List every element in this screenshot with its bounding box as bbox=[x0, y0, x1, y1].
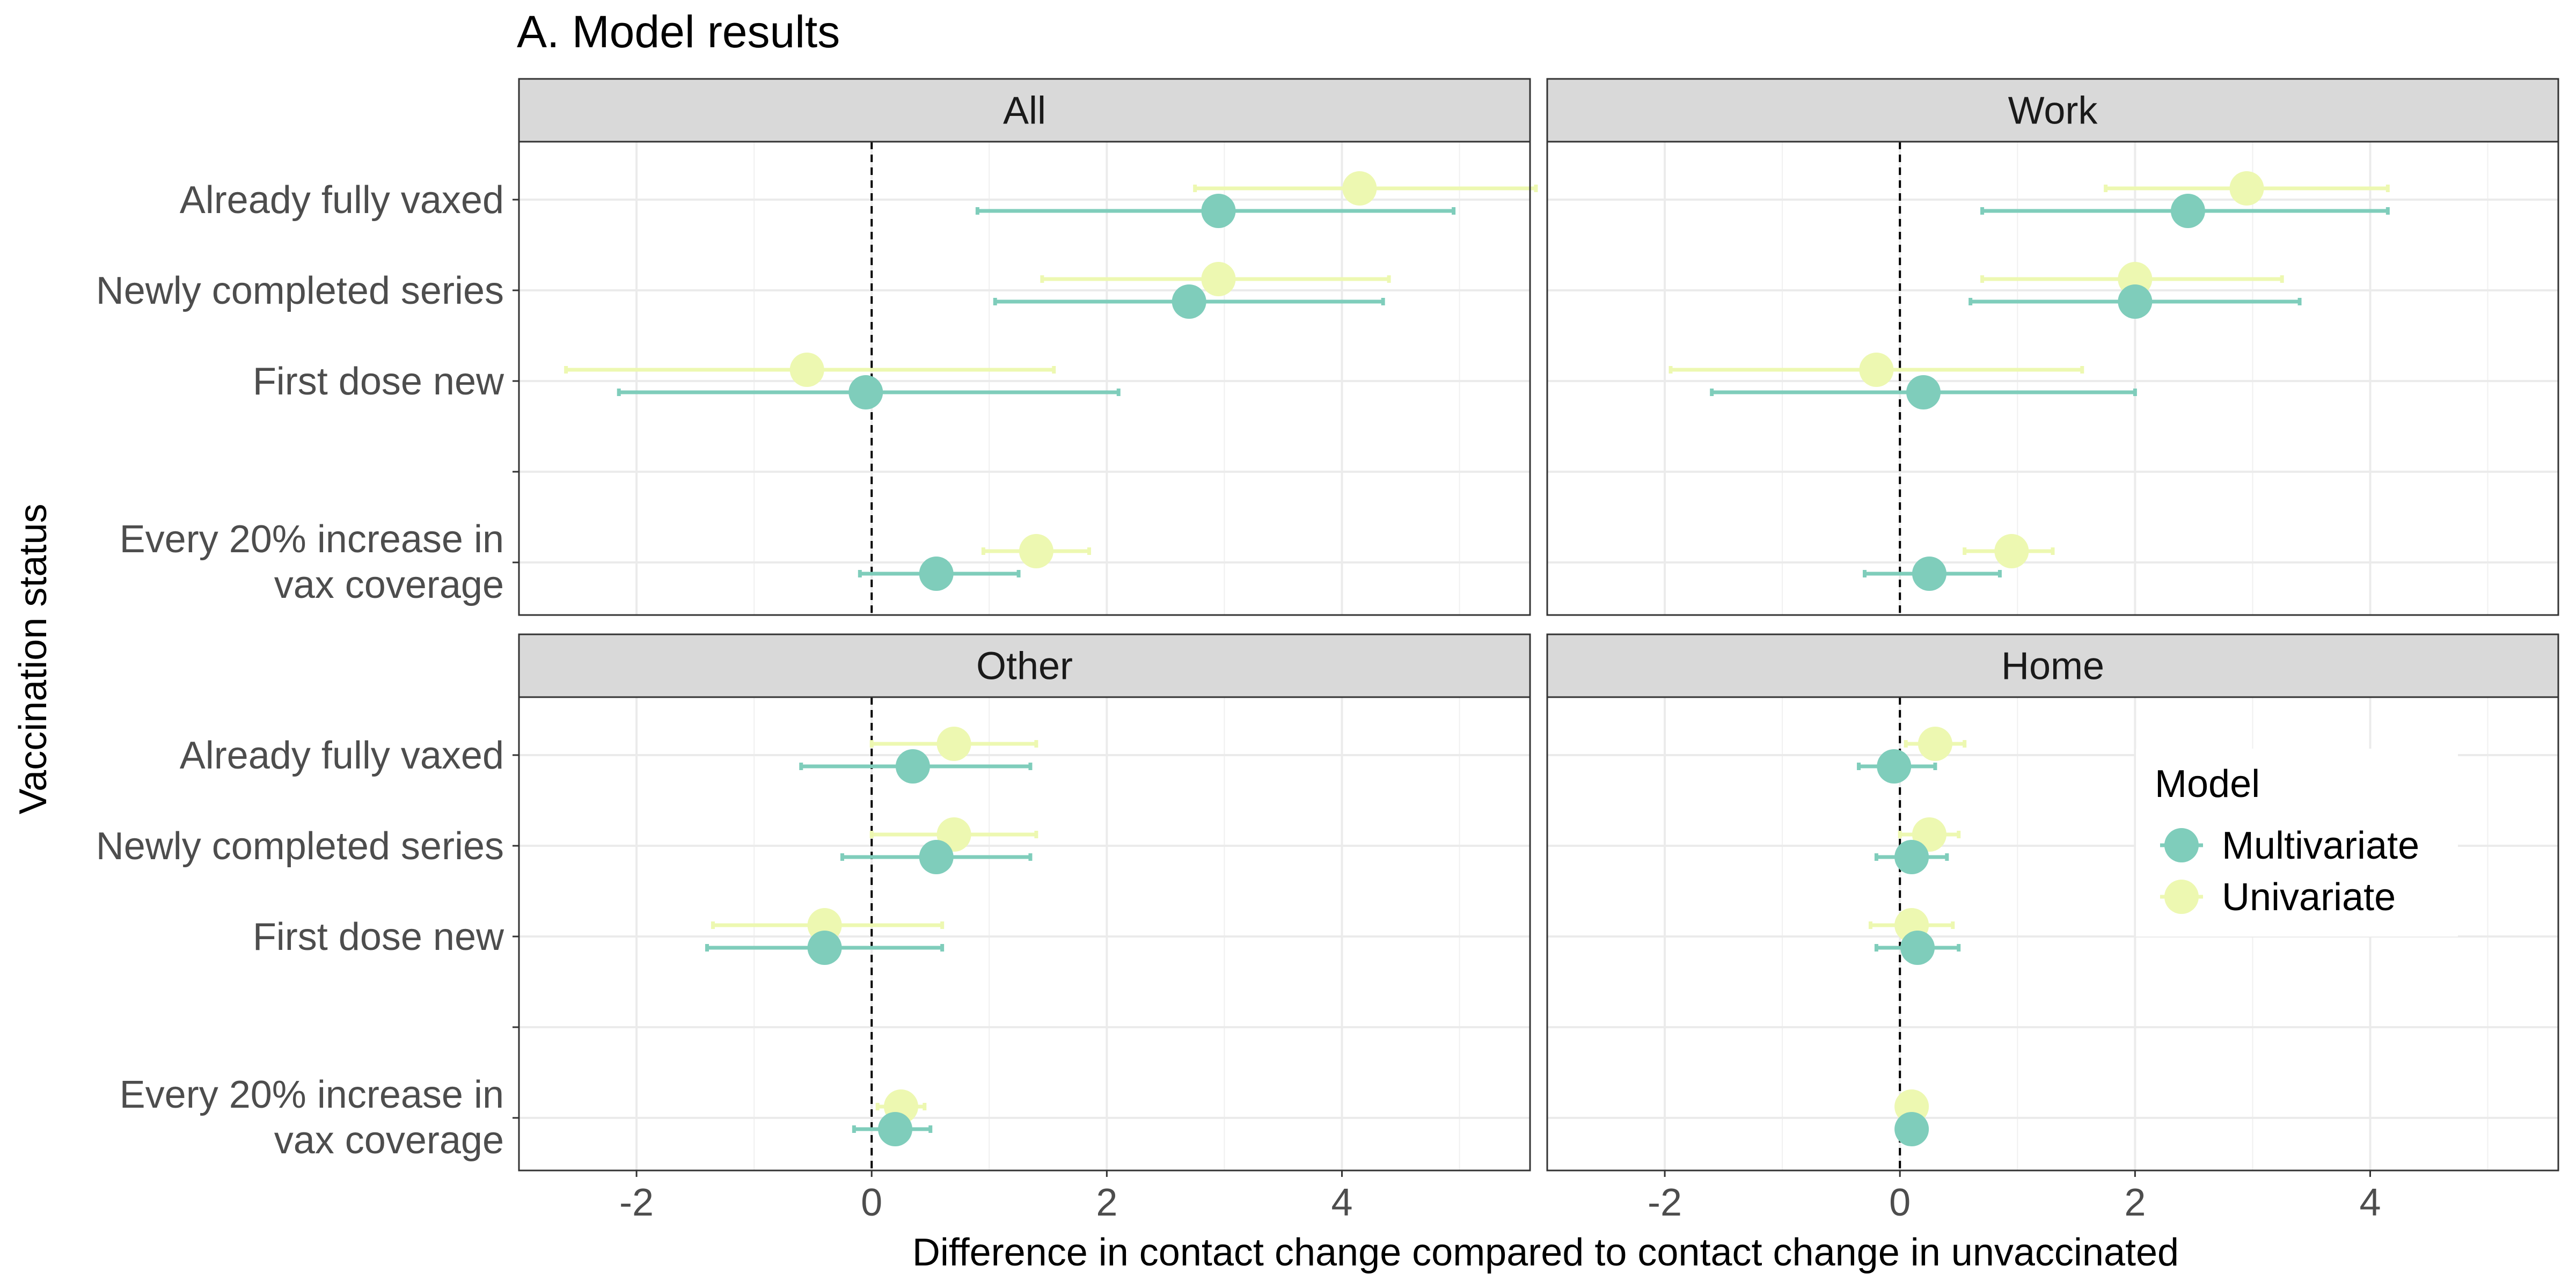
facet-strip-label: All bbox=[1003, 90, 1046, 133]
y-tick-label: Already fully vaxed bbox=[180, 734, 504, 777]
x-tick-label: 0 bbox=[1889, 1181, 1911, 1224]
y-tick-label: vax coverage bbox=[274, 564, 504, 606]
point-multivariate bbox=[2118, 284, 2153, 319]
facet-strip bbox=[518, 78, 1531, 143]
chart-title: A. Model results bbox=[517, 6, 840, 57]
panel-border bbox=[1546, 696, 2559, 1172]
point-multivariate bbox=[1201, 194, 1236, 228]
legend-key-univariate bbox=[2160, 880, 2203, 914]
point-multivariate bbox=[848, 375, 883, 409]
point-multivariate bbox=[1877, 749, 1912, 784]
point-multivariate bbox=[1912, 557, 1946, 591]
legend-key-point bbox=[2164, 828, 2199, 862]
point-univariate bbox=[1019, 534, 1053, 568]
y-tick-label: Newly completed series bbox=[96, 269, 504, 312]
panel-all: All Already fully vaxed Newly completed se… bbox=[96, 78, 1538, 616]
point-multivariate bbox=[2170, 194, 2205, 228]
facet-strip-label: Work bbox=[2008, 90, 2098, 133]
point-multivariate bbox=[1172, 284, 1206, 319]
x-tick-label: 2 bbox=[1096, 1181, 1117, 1224]
y-tick-label: Every 20% increase in bbox=[120, 518, 504, 561]
legend-label-multivariate: Multivariate bbox=[2222, 824, 2419, 867]
y-tick-label: vax coverage bbox=[274, 1119, 504, 1162]
y-tick-label: Newly completed series bbox=[96, 825, 504, 868]
legend: Model Multivariate Univariate bbox=[2136, 749, 2458, 936]
y-tick-label: First dose new bbox=[253, 916, 504, 958]
x-tick-label: 4 bbox=[1331, 1181, 1352, 1224]
point-multivariate bbox=[878, 1112, 913, 1146]
point-univariate bbox=[2229, 171, 2264, 206]
point-univariate bbox=[1918, 727, 1952, 761]
panels-layer: All Already fully vaxed Newly completed se… bbox=[96, 78, 2559, 1224]
point-multivariate bbox=[1900, 931, 1935, 965]
y-axis-title: Vaccination status bbox=[12, 504, 55, 815]
point-univariate bbox=[1994, 534, 2029, 568]
y-tick-label: Every 20% increase in bbox=[120, 1073, 504, 1116]
point-multivariate bbox=[919, 557, 954, 591]
facet-strip-label: Home bbox=[2001, 645, 2104, 688]
x-tick-label: 0 bbox=[861, 1181, 882, 1224]
facet-strip bbox=[518, 633, 1531, 698]
panel-other: Other Already fully vaxed Newly completed … bbox=[96, 633, 1531, 1224]
facet-strip bbox=[1546, 78, 2559, 143]
legend-key-multivariate bbox=[2160, 828, 2203, 862]
x-axis-title: Difference in contact change compared to… bbox=[912, 1231, 2179, 1274]
point-univariate bbox=[1342, 171, 1377, 206]
panel-work: Work bbox=[1546, 78, 2559, 616]
panel-background bbox=[519, 142, 1530, 615]
point-univariate bbox=[1201, 262, 1236, 296]
facet-strip-label: Other bbox=[976, 645, 1073, 688]
point-univariate bbox=[1859, 353, 1894, 387]
point-multivariate bbox=[1894, 840, 1929, 874]
panel-border bbox=[1546, 141, 2559, 616]
y-tick-label: Already fully vaxed bbox=[180, 179, 504, 222]
panel-border bbox=[518, 696, 1531, 1172]
point-multivariate bbox=[1894, 1112, 1929, 1146]
panel-background bbox=[1547, 142, 2558, 615]
point-univariate bbox=[789, 353, 824, 387]
point-multivariate bbox=[895, 749, 930, 784]
x-tick-label: 4 bbox=[2359, 1181, 2381, 1224]
point-univariate bbox=[936, 727, 971, 761]
legend-title: Model bbox=[2155, 763, 2260, 806]
x-tick-label: -2 bbox=[1648, 1181, 1682, 1224]
legend-key-point bbox=[2164, 880, 2199, 914]
point-multivariate bbox=[1906, 375, 1941, 409]
legend-label-univariate: Univariate bbox=[2222, 876, 2396, 919]
x-tick-label: 2 bbox=[2124, 1181, 2146, 1224]
point-multivariate bbox=[807, 931, 842, 965]
y-tick-label: First dose new bbox=[253, 360, 504, 403]
x-tick-label: -2 bbox=[619, 1181, 654, 1224]
panel-border bbox=[518, 141, 1531, 616]
point-multivariate bbox=[919, 840, 954, 874]
panel-background bbox=[519, 697, 1530, 1170]
